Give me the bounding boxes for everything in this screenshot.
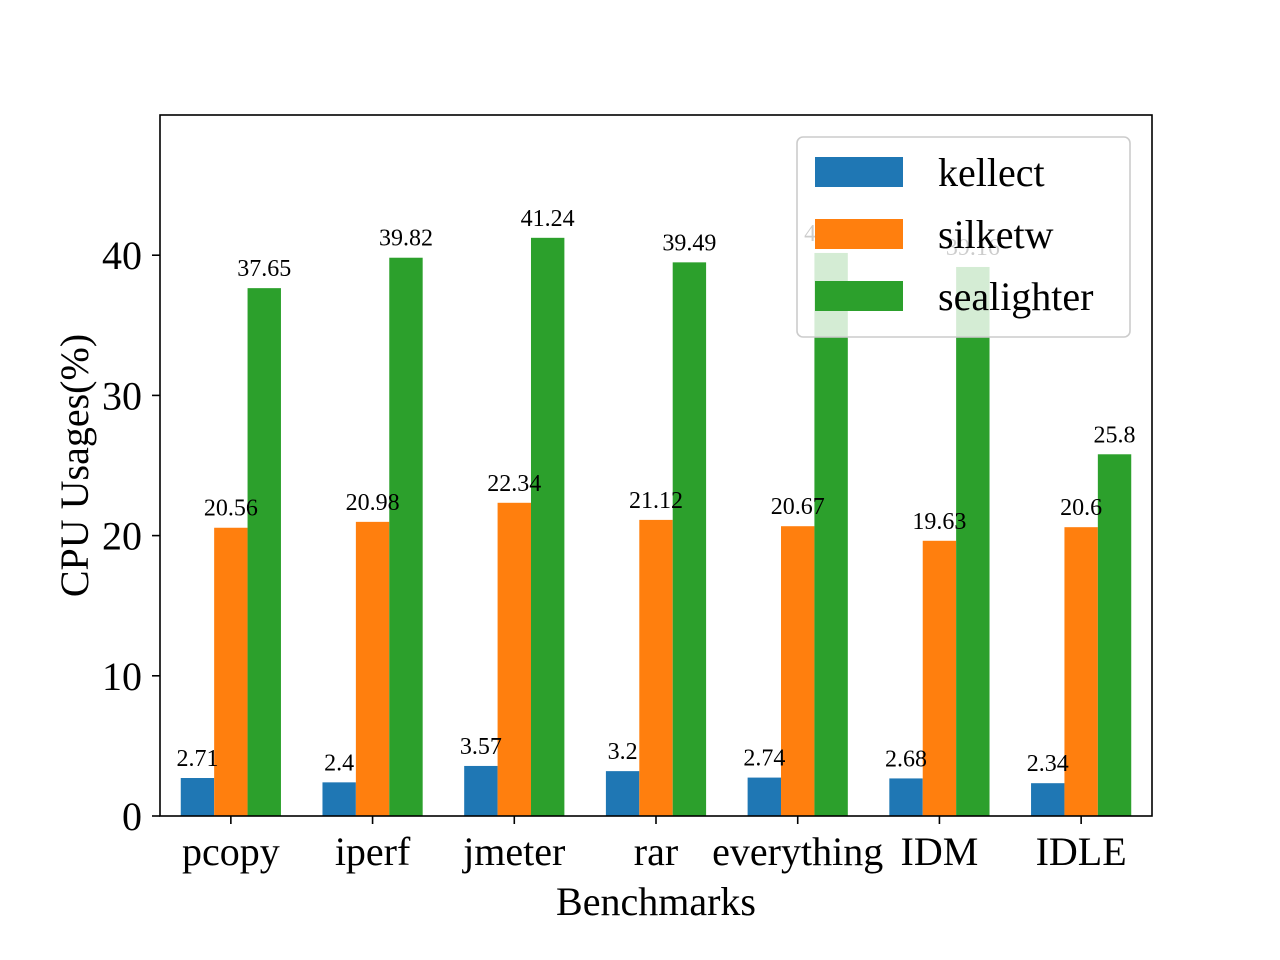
x-tick-label-iperf: iperf [335, 829, 411, 874]
bar-kellect-everything [747, 777, 782, 816]
bar-label-silketw-everything: 20.67 [771, 494, 825, 520]
bar-kellect-iperf [322, 782, 356, 816]
bar-kellect-jmeter [464, 765, 498, 816]
bar-kellect-pcopy [180, 778, 215, 816]
bar-silketw-IDLE [1064, 527, 1098, 816]
y-tick-label: 30 [102, 373, 142, 418]
bar-sealighter-everything [814, 252, 848, 817]
y-axis-label: CPU Usages(%) [52, 334, 97, 597]
bar-label-kellect-jmeter: 3.57 [460, 734, 502, 760]
bar-label-silketw-rar: 21.12 [629, 488, 683, 514]
bars-layer [180, 237, 1132, 817]
bar-silketw-pcopy [214, 527, 248, 816]
x-tick-label-jmeter: jmeter [461, 829, 565, 874]
bar-label-silketw-jmeter: 22.34 [487, 471, 541, 497]
x-tick-label-pcopy: pcopy [182, 829, 280, 874]
bar-silketw-everything [781, 526, 815, 816]
bar-sealighter-jmeter [530, 237, 565, 817]
bar-label-kellect-IDM: 2.68 [885, 746, 927, 772]
legend-swatch-sealighter [815, 281, 903, 311]
bar-label-kellect-rar: 3.2 [608, 739, 638, 765]
legend-swatch-silketw [815, 219, 903, 249]
bar-label-sealighter-pcopy: 37.65 [237, 256, 291, 282]
bar-label-silketw-iperf: 20.98 [346, 490, 400, 516]
bar-label-kellect-everything: 2.74 [743, 746, 785, 772]
legend-label-silketw: silketw [938, 212, 1054, 257]
x-tick-label-IDM: IDM [901, 829, 979, 874]
bar-label-kellect-pcopy: 2.71 [176, 746, 218, 772]
legend-label-sealighter: sealighter [938, 274, 1094, 319]
bar-kellect-IDLE [1031, 783, 1065, 816]
bar-label-silketw-IDM: 19.63 [912, 509, 966, 535]
y-tick-label: 20 [102, 514, 142, 559]
x-axis: pcopy iperf jmeter rar everything IDM IDLE [182, 816, 1127, 874]
bar-label-kellect-IDLE: 2.34 [1027, 751, 1069, 777]
bar-kellect-IDM [889, 778, 923, 816]
bar-silketw-iperf [355, 521, 390, 816]
bar-label-sealighter-jmeter: 41.24 [521, 206, 575, 232]
bar-sealighter-IDM [956, 266, 990, 816]
bar-sealighter-rar [672, 262, 707, 816]
bar-sealighter-pcopy [247, 288, 281, 817]
bar-silketw-IDM [922, 540, 957, 816]
bar-label-sealighter-rar: 39.49 [662, 230, 716, 256]
x-tick-label-IDLE: IDLE [1036, 829, 1127, 874]
bar-silketw-rar [639, 519, 673, 816]
bar-label-sealighter-IDLE: 25.8 [1094, 422, 1136, 448]
x-tick-label-everything: everything [712, 829, 883, 874]
x-axis-label: Benchmarks [556, 879, 756, 924]
legend: kellect silketw sealighter [796, 136, 1131, 338]
bar-label-silketw-pcopy: 20.56 [204, 496, 258, 522]
bar-sealighter-IDLE [1097, 454, 1132, 816]
legend-swatch-kellect [815, 157, 903, 187]
legend-label-kellect: kellect [938, 150, 1045, 195]
bar-label-kellect-iperf: 2.4 [324, 750, 354, 776]
bar-silketw-jmeter [497, 502, 531, 816]
bar-label-sealighter-iperf: 39.82 [379, 226, 433, 252]
y-axis: 0 10 20 30 40 [102, 233, 160, 839]
y-tick-label: 0 [122, 794, 142, 839]
y-tick-label: 40 [102, 233, 142, 278]
bar-label-silketw-IDLE: 20.6 [1060, 495, 1102, 521]
y-tick-label: 10 [102, 654, 142, 699]
x-tick-label-rar: rar [634, 829, 678, 874]
bar-sealighter-iperf [389, 257, 423, 816]
bar-kellect-rar [605, 771, 640, 816]
